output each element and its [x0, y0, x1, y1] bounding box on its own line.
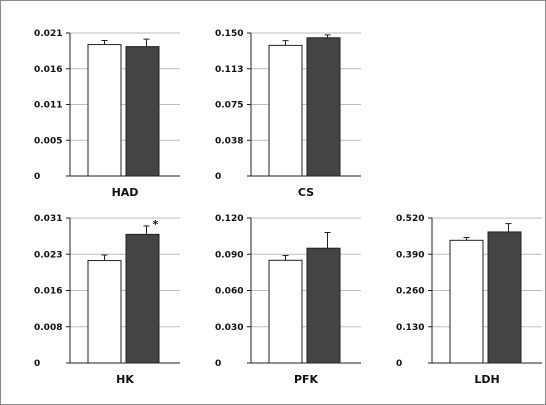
- chart-1-bar-1: [306, 37, 341, 177]
- chart-1-x-axis-label: CS: [298, 186, 314, 199]
- chart-2-y-tick-label: 0.008: [34, 323, 62, 333]
- chart-2-significance-marker: *: [153, 218, 159, 231]
- chart-3-y-tick-label: 0.090: [215, 250, 243, 260]
- chart-1-y-tick-label: 0.150: [215, 29, 243, 39]
- chart-1-y-tick-label: 0.075: [215, 101, 243, 111]
- chart-4-bar-0: [449, 239, 484, 364]
- chart-4-y-tick-label: 0.260: [396, 287, 424, 297]
- chart-3-y-tick-label: 0.120: [215, 214, 243, 224]
- chart-2-bar-0: [87, 260, 122, 364]
- chart-2-y-tick-label: 0.031: [34, 214, 62, 224]
- chart-0-y-tick-label: 0.011: [34, 101, 62, 111]
- chart-4-y-tick-label: 0.520: [396, 214, 424, 224]
- chart-4-y-tick-label: 0: [396, 359, 402, 369]
- chart-2-x-axis-label: HK: [116, 373, 134, 386]
- chart-2-y-tick-label: 0.016: [34, 287, 62, 297]
- chart-3-x-axis-label: PFK: [294, 373, 319, 386]
- chart-3-bar-1: [306, 247, 341, 364]
- chart-0-y-tick-label: 0: [34, 172, 40, 182]
- chart-1-y-tick-label: 0.113: [215, 65, 243, 75]
- chart-2-bar-1: [125, 233, 160, 364]
- chart-4-y-tick-label: 0.390: [396, 250, 424, 260]
- chart-2-y-tick-label: 0.023: [34, 250, 62, 260]
- chart-4-bar-1: [487, 231, 522, 364]
- chart-3-bar-0: [268, 259, 303, 364]
- chart-3-y-tick-label: 0.060: [215, 287, 243, 297]
- chart-4-y-tick-label: 0.130: [396, 323, 424, 333]
- chart-0-y-tick-label: 0.005: [34, 136, 62, 146]
- chart-0-x-axis-label: HAD: [112, 186, 139, 199]
- chart-0-bar-0: [87, 44, 122, 177]
- chart-2-y-tick-label: 0: [34, 359, 40, 369]
- chart-0-bar-1: [125, 46, 160, 177]
- chart-4-x-axis-label: LDH: [474, 373, 499, 386]
- chart-1-bar-0: [268, 44, 303, 177]
- chart-3-y-tick-label: 0.030: [215, 323, 243, 333]
- chart-0-y-tick-label: 0.021: [34, 29, 62, 39]
- chart-1-y-tick-label: 0: [215, 172, 221, 182]
- chart-0-y-tick-label: 0.016: [34, 65, 62, 75]
- chart-3-y-tick-label: 0: [215, 359, 221, 369]
- chart-1-y-tick-label: 0.038: [215, 136, 243, 146]
